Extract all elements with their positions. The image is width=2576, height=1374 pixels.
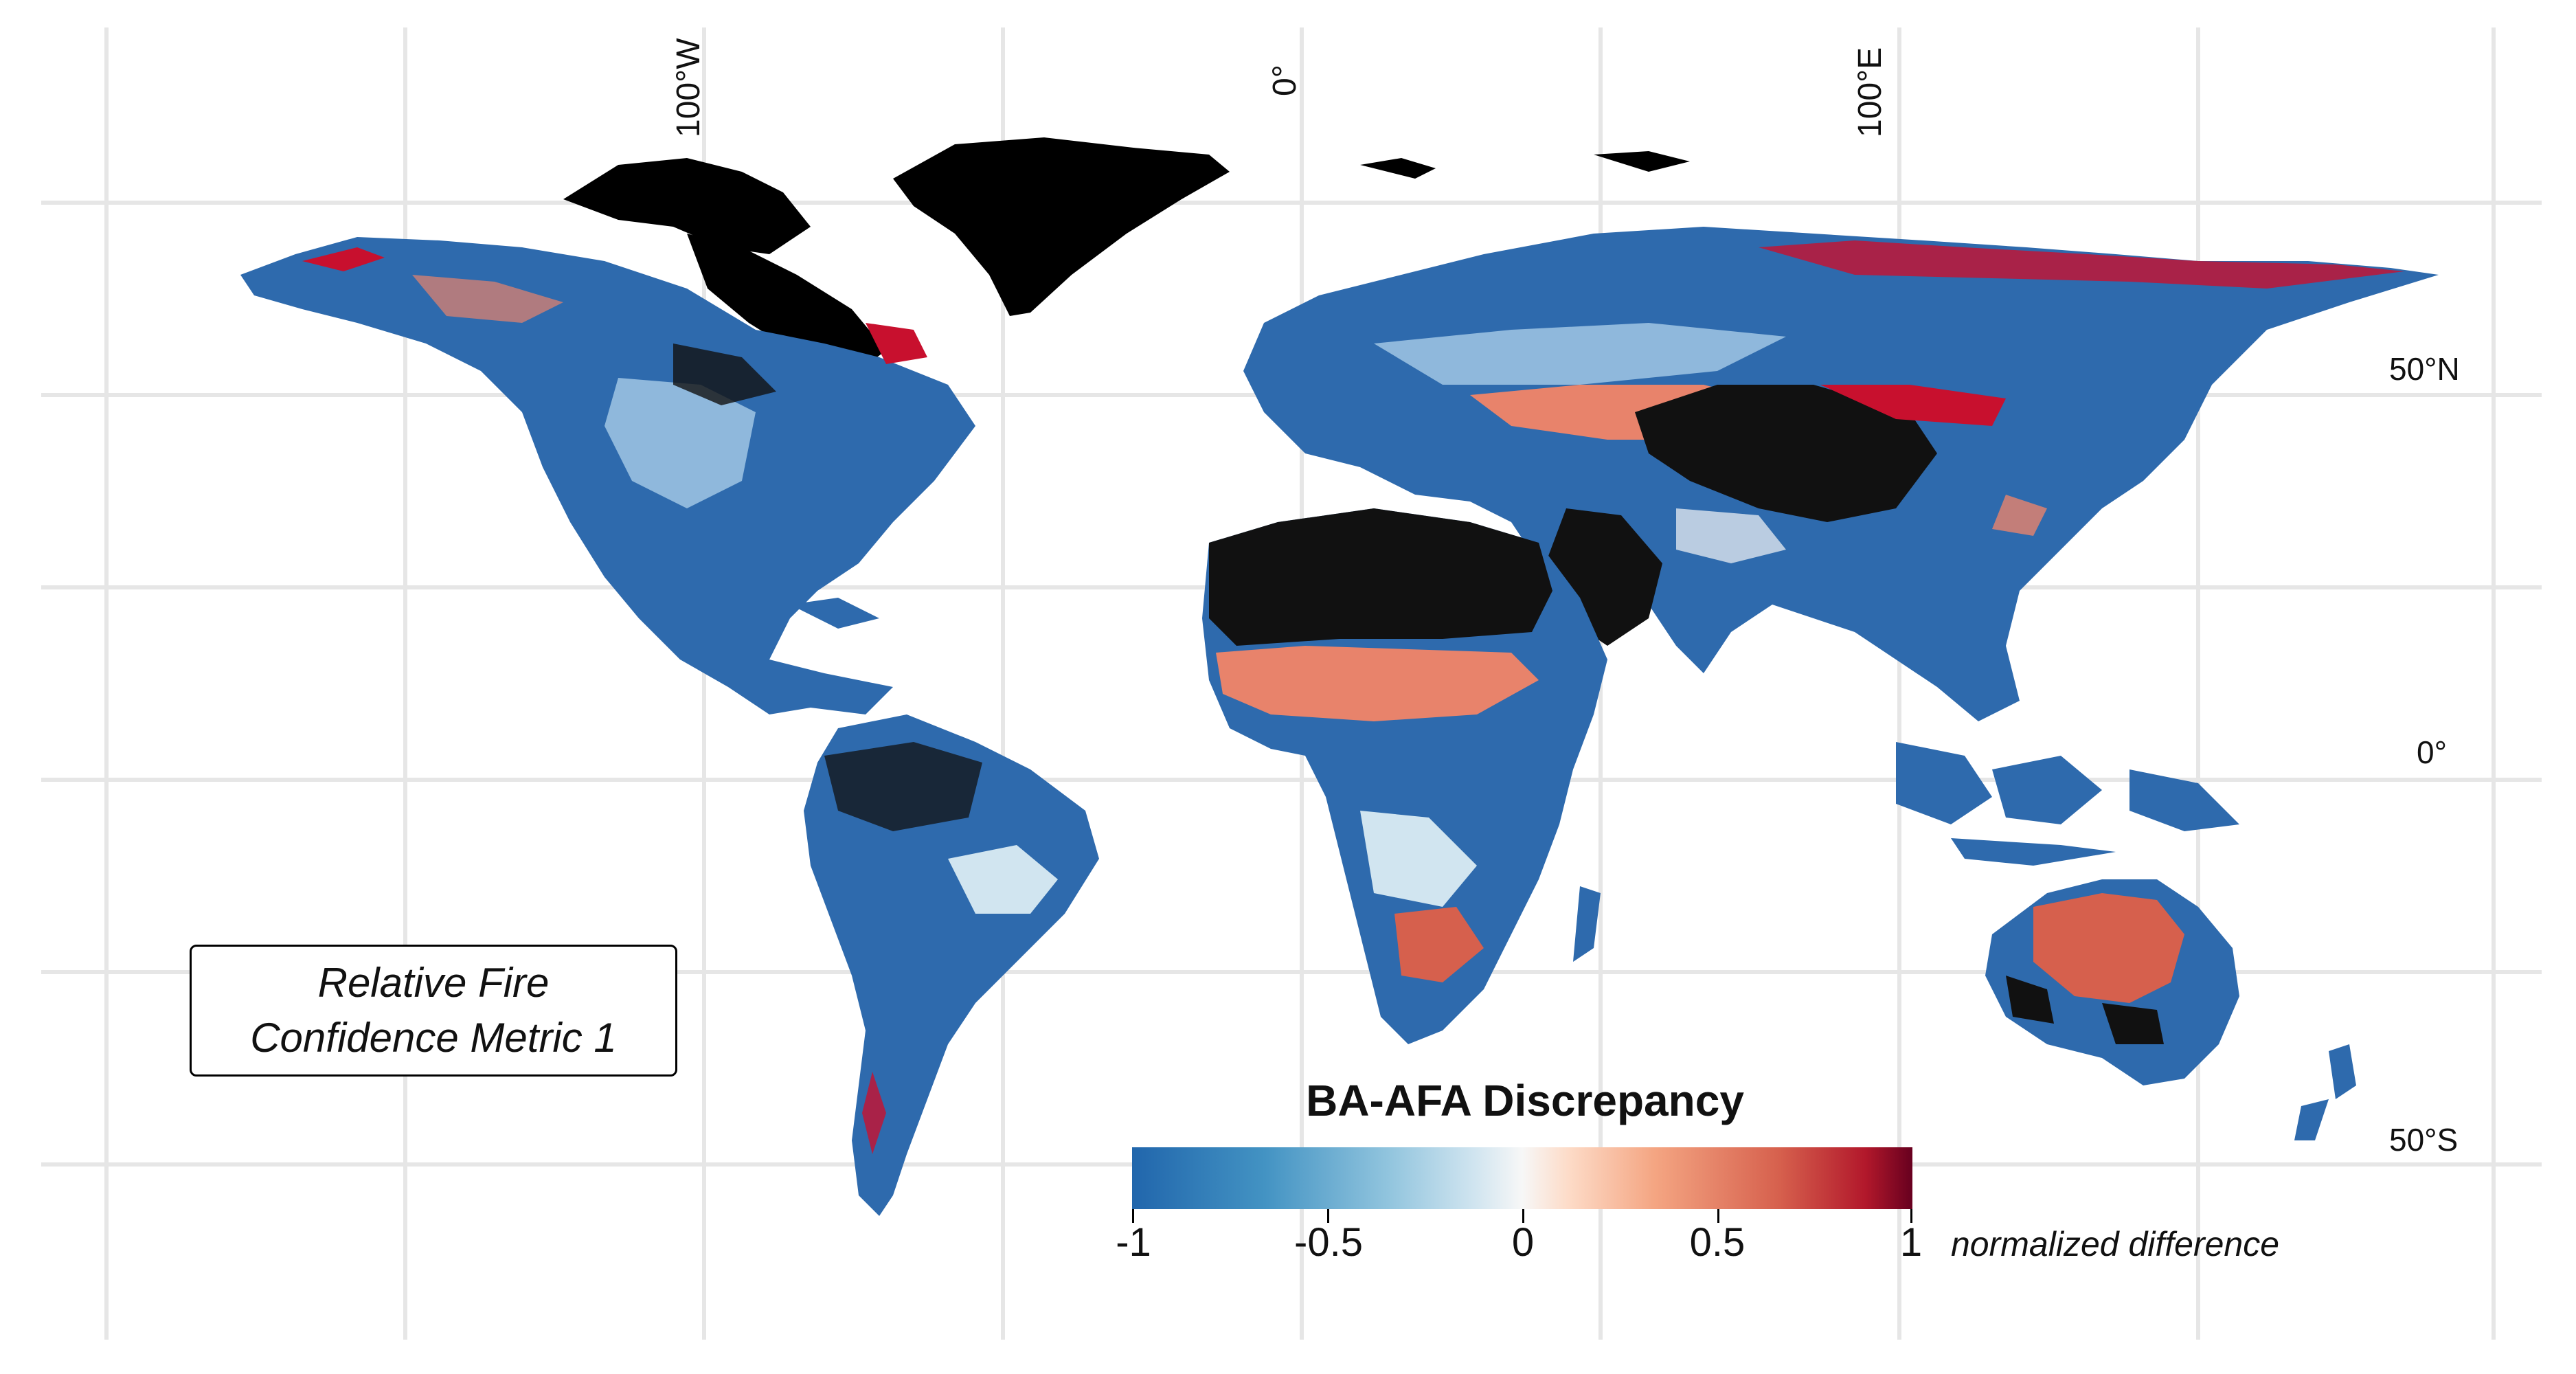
colorbar-tick (1132, 1209, 1134, 1223)
new-zealand (2294, 1044, 2356, 1140)
north-america (240, 237, 975, 714)
lat-label-0: 0° (2417, 734, 2447, 770)
maritime-southeast-asia (1896, 742, 2239, 866)
colorbar-tick (1327, 1209, 1329, 1223)
legend-colorbar (1132, 1147, 1912, 1209)
lon-label-0: 0° (1267, 65, 1303, 96)
eurasia (1243, 227, 2439, 721)
arctic-landmass (563, 137, 1690, 371)
lat-label-50s: 50°S (2389, 1122, 2459, 1158)
colorbar-tick (1522, 1209, 1524, 1223)
colorbar-label-neg-half: -0.5 (1294, 1220, 1363, 1265)
lon-label-100w: 100°W (670, 38, 707, 137)
lat-label-50n: 50°N (2389, 351, 2460, 387)
australia (1985, 879, 2239, 1085)
south-america (804, 714, 1099, 1216)
colorbar-label-zero: 0 (1511, 1220, 1535, 1265)
colorbar-label-pos-half: 0.5 (1689, 1220, 1745, 1265)
lon-label-100e: 100°E (1852, 47, 1888, 137)
colorbar-label-min: -1 (1116, 1220, 1151, 1265)
annotation-line-1: Relative Fire (317, 960, 550, 1006)
colorbar-label-max: 1 (1899, 1220, 1923, 1265)
metric-annotation-box: Relative Fire Confidence Metric 1 (190, 945, 677, 1077)
africa (1202, 508, 1607, 1044)
legend-title: BA-AFA Discrepancy (1306, 1076, 1744, 1125)
colorbar-unit-label: normalized difference (1951, 1225, 2280, 1263)
colorbar-tick (1717, 1209, 1719, 1223)
annotation-line-2: Confidence Metric 1 (250, 1015, 617, 1061)
colorbar-tick (1910, 1209, 1912, 1223)
